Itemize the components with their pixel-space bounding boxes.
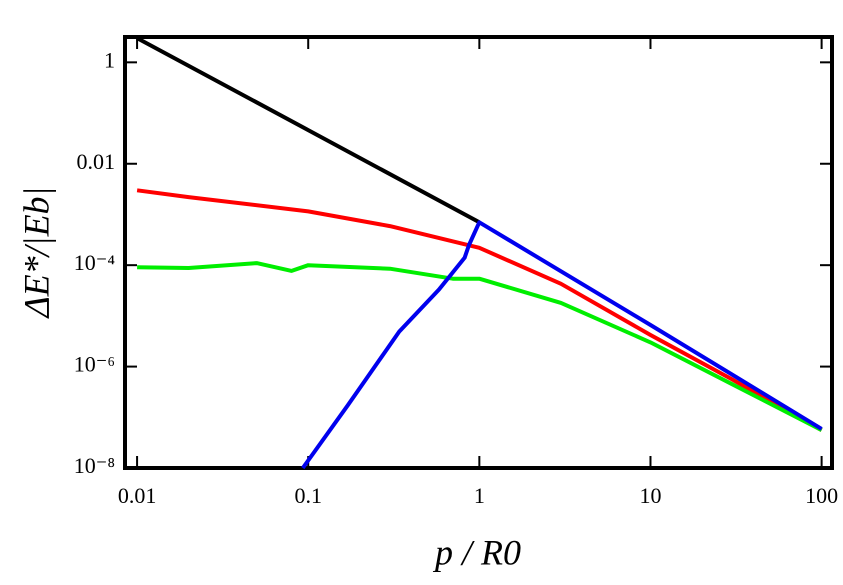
x-tick-label: 100	[805, 483, 838, 508]
x-tick-label: 1	[474, 483, 485, 508]
y-tick-label: 10⁻⁴	[74, 250, 116, 275]
x-tick-label: 0.01	[118, 483, 157, 508]
plot-frame	[123, 35, 834, 470]
series-line	[136, 188, 823, 432]
x-tick-label: 0.1	[294, 483, 322, 508]
x-axis-label: p / R0	[432, 532, 521, 572]
series-line	[137, 261, 823, 432]
y-axis-label: ΔE*/|Eb|	[16, 187, 56, 320]
series-line	[136, 36, 481, 225]
x-tick-label: 10	[639, 483, 661, 508]
y-tick-label: 1	[104, 47, 115, 72]
y-tick-label: 10⁻⁸	[74, 453, 115, 478]
y-tick-label: 0.01	[77, 149, 116, 174]
y-tick-label: 10⁻⁶	[74, 352, 115, 377]
series-line	[301, 220, 823, 470]
